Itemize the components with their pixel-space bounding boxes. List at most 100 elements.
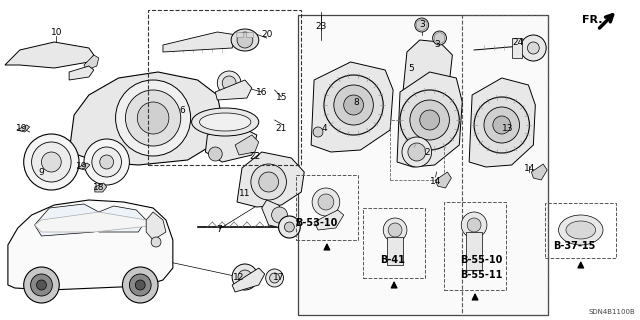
Text: 3: 3	[419, 20, 424, 28]
Circle shape	[402, 137, 431, 167]
Circle shape	[100, 155, 113, 169]
Text: 5: 5	[408, 63, 413, 73]
Bar	[390, 120, 444, 180]
Bar	[511, 38, 522, 58]
Bar	[236, 32, 243, 37]
Text: 22: 22	[249, 151, 260, 161]
Bar	[364, 208, 425, 278]
Circle shape	[151, 237, 161, 247]
Polygon shape	[99, 206, 146, 232]
Circle shape	[527, 42, 540, 54]
Circle shape	[484, 107, 520, 143]
Circle shape	[410, 100, 449, 140]
Polygon shape	[17, 125, 29, 132]
Polygon shape	[77, 163, 90, 170]
Circle shape	[24, 134, 79, 190]
Circle shape	[138, 102, 169, 134]
Circle shape	[259, 172, 278, 192]
Circle shape	[467, 218, 481, 232]
Bar	[462, 15, 548, 315]
Polygon shape	[397, 72, 462, 167]
Polygon shape	[95, 183, 107, 192]
Circle shape	[31, 142, 71, 182]
Circle shape	[42, 152, 61, 172]
Text: 14: 14	[524, 164, 535, 172]
Circle shape	[271, 207, 287, 223]
Text: 23: 23	[316, 21, 326, 30]
Bar	[296, 175, 358, 240]
Circle shape	[222, 76, 236, 90]
Bar	[466, 232, 482, 270]
Circle shape	[36, 280, 47, 290]
Circle shape	[31, 274, 52, 296]
Text: 3: 3	[435, 39, 440, 49]
Ellipse shape	[566, 221, 596, 239]
Text: B-41: B-41	[380, 255, 404, 265]
Circle shape	[324, 75, 383, 135]
Circle shape	[433, 31, 447, 45]
Circle shape	[278, 216, 300, 238]
Circle shape	[415, 18, 429, 32]
Circle shape	[129, 274, 151, 296]
Text: 16: 16	[256, 87, 268, 97]
Circle shape	[269, 273, 280, 283]
Text: SDN4B1100B: SDN4B1100B	[589, 309, 636, 315]
Polygon shape	[69, 72, 222, 165]
Circle shape	[383, 218, 407, 242]
Text: 15: 15	[276, 92, 287, 101]
Ellipse shape	[231, 29, 259, 51]
Circle shape	[135, 280, 145, 290]
Text: B-55-10: B-55-10	[460, 255, 502, 265]
Circle shape	[238, 270, 252, 284]
Circle shape	[312, 188, 340, 216]
Polygon shape	[232, 268, 265, 292]
Circle shape	[209, 147, 222, 161]
Bar	[246, 32, 253, 37]
Text: 9: 9	[38, 167, 44, 177]
Text: 19: 19	[16, 124, 28, 132]
Ellipse shape	[559, 215, 603, 245]
Polygon shape	[262, 200, 289, 228]
Text: 4: 4	[321, 124, 327, 132]
Circle shape	[334, 85, 373, 125]
Text: 20: 20	[261, 29, 273, 38]
Circle shape	[24, 267, 60, 303]
Text: 21: 21	[276, 124, 287, 132]
Circle shape	[408, 143, 426, 161]
Bar	[148, 10, 301, 165]
Polygon shape	[35, 204, 99, 236]
Bar	[444, 202, 506, 290]
Polygon shape	[84, 55, 99, 70]
Polygon shape	[8, 200, 173, 290]
Text: 6: 6	[180, 106, 186, 115]
Circle shape	[232, 264, 258, 290]
Circle shape	[116, 80, 191, 156]
Polygon shape	[205, 125, 257, 162]
Polygon shape	[146, 212, 166, 240]
Polygon shape	[314, 210, 344, 230]
Bar	[387, 237, 403, 265]
Polygon shape	[215, 80, 252, 100]
Circle shape	[122, 267, 158, 303]
Circle shape	[388, 223, 402, 237]
Text: 24: 24	[512, 37, 523, 46]
Polygon shape	[298, 15, 548, 315]
Text: 8: 8	[354, 98, 360, 107]
Text: 19: 19	[76, 162, 88, 171]
Circle shape	[251, 164, 287, 200]
Polygon shape	[35, 212, 150, 232]
Text: 11: 11	[239, 188, 251, 197]
Circle shape	[474, 97, 529, 153]
Circle shape	[237, 32, 253, 48]
Circle shape	[84, 139, 129, 185]
Ellipse shape	[191, 108, 259, 136]
Circle shape	[400, 90, 460, 150]
Circle shape	[344, 95, 364, 115]
Text: 10: 10	[51, 28, 62, 36]
Circle shape	[313, 127, 323, 137]
Ellipse shape	[200, 113, 251, 131]
Polygon shape	[237, 152, 304, 207]
Polygon shape	[69, 66, 94, 80]
Polygon shape	[531, 164, 547, 180]
Polygon shape	[5, 42, 94, 68]
